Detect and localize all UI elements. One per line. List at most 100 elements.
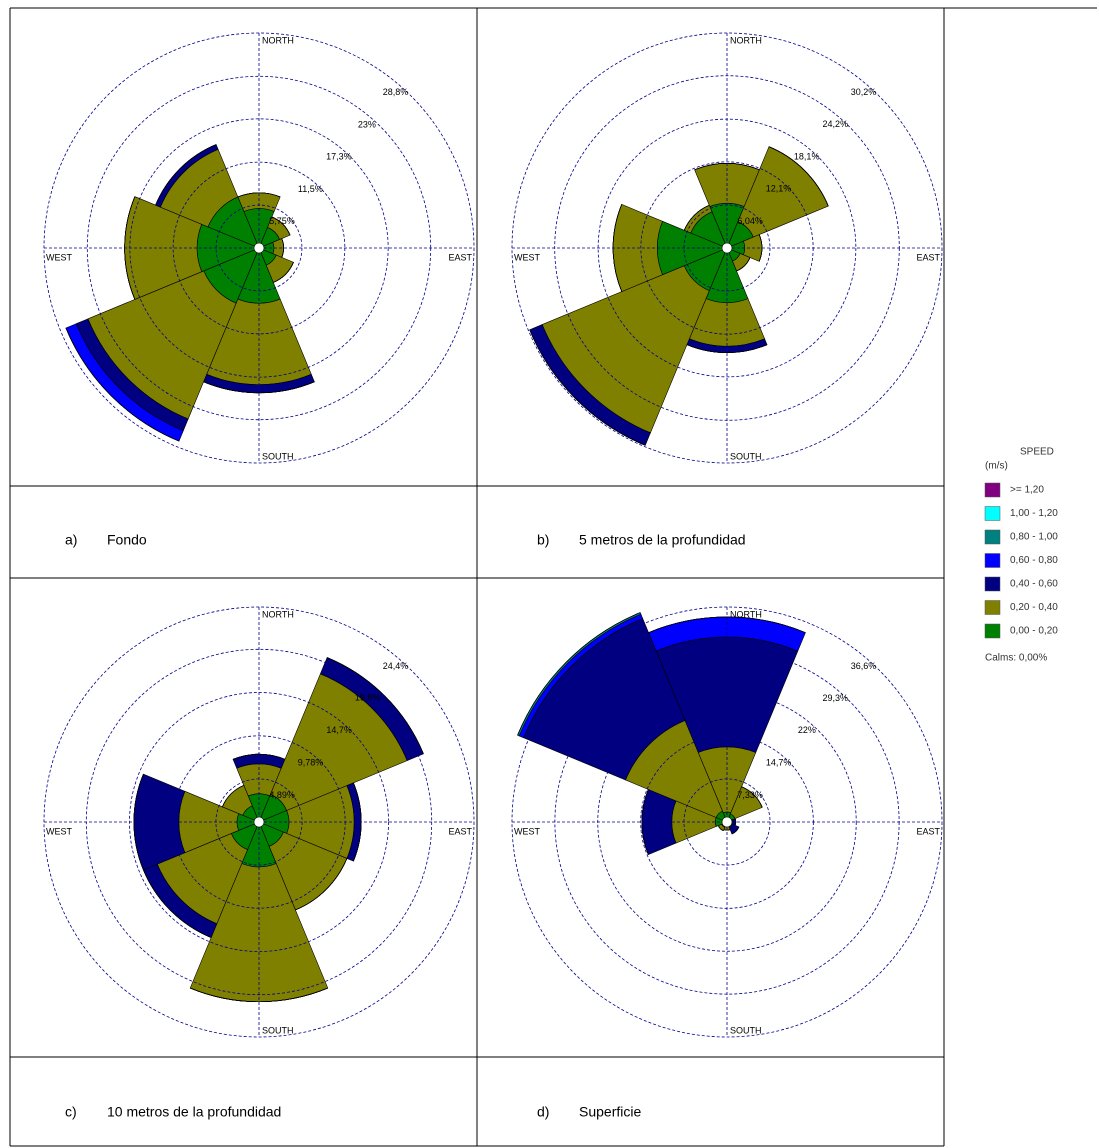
rose-segment: [353, 782, 362, 862]
legend-swatch: [984, 553, 1001, 568]
legend-swatch: [984, 529, 1001, 545]
grid-circle: [129, 118, 389, 378]
rose-segment: [683, 204, 710, 231]
caption-label: a): [65, 532, 77, 548]
rose-segment: [731, 826, 740, 835]
direction-label: EAST: [916, 252, 940, 262]
legend-label: 0,80 - 1,00: [1010, 532, 1058, 543]
grid-circle: [554, 75, 900, 421]
r-tick-label: 19,6%: [355, 693, 381, 703]
r-tick-label: 36,6%: [851, 661, 877, 671]
direction-label: NORTH: [730, 35, 762, 45]
center-hole: [721, 816, 733, 828]
grid-circle: [683, 778, 771, 866]
grid-circle: [43, 32, 475, 464]
direction-label: NORTH: [262, 35, 294, 45]
r-tick-label: 22%: [798, 725, 816, 735]
center-hole: [253, 816, 265, 828]
caption-title: Superficie: [579, 1104, 641, 1120]
rose-segment: [271, 216, 291, 236]
rose-segment: [517, 612, 641, 736]
grid-circle: [172, 161, 346, 335]
legend-unit: (m/s): [985, 461, 1008, 472]
rose-segment: [222, 785, 244, 807]
r-tick-label: 17,3%: [326, 151, 352, 161]
r-tick-label: 11,5%: [298, 184, 323, 194]
direction-label: WEST: [514, 252, 541, 262]
center-hole: [721, 242, 733, 254]
center-hole: [253, 242, 265, 254]
r-tick-label: 7,33%: [737, 790, 763, 800]
r-tick-label: 6,04%: [737, 216, 763, 226]
r-tick-label: 9,78%: [298, 758, 324, 768]
rose-segment: [327, 657, 424, 754]
grid-circle: [511, 32, 943, 464]
direction-label: EAST: [448, 252, 472, 262]
direction-label: WEST: [514, 826, 541, 836]
r-tick-label: 23%: [358, 119, 376, 129]
legend-swatch: [984, 482, 1001, 498]
grid-circle: [597, 692, 857, 952]
rose-segment: [541, 265, 710, 434]
grid-circle: [43, 606, 475, 1038]
caption-title: Fondo: [107, 532, 147, 548]
grid-circle: [172, 735, 346, 909]
legend-label: 0,60 - 0,80: [1010, 555, 1058, 566]
legend-swatch: [984, 576, 1001, 592]
grid-circle: [215, 778, 303, 866]
r-tick-label: 4,89%: [269, 790, 295, 800]
direction-label: EAST: [916, 826, 940, 836]
direction-label: SOUTH: [730, 1025, 762, 1035]
grid-circle: [597, 118, 857, 378]
legend-swatch: [984, 600, 1001, 615]
caption-label: c): [65, 1104, 77, 1120]
legend-label: 0,00 - 0,20: [1010, 626, 1058, 637]
direction-label: WEST: [46, 826, 73, 836]
rose-segment: [155, 144, 217, 206]
direction-label: NORTH: [730, 609, 762, 619]
r-tick-label: 24,2%: [823, 119, 849, 129]
r-tick-label: 30,2%: [851, 87, 877, 97]
direction-label: NORTH: [262, 609, 294, 619]
r-tick-label: 18,1%: [794, 152, 820, 162]
caption-label: b): [537, 532, 549, 548]
r-tick-label: 5,75%: [269, 216, 295, 226]
direction-label: SOUTH: [262, 1025, 294, 1035]
rose-segment: [768, 146, 829, 207]
r-tick-label: 29,3%: [822, 693, 848, 703]
rose-segment: [87, 270, 237, 420]
table-grid: [9, 7, 1097, 1147]
r-tick-label: 28,8%: [383, 87, 409, 97]
legend-label: 1,00 - 1,20: [1010, 508, 1058, 519]
legend-swatch: [984, 506, 1001, 521]
grid-circle: [640, 161, 814, 335]
caption-title: 5 metros de la profundidad: [579, 532, 746, 548]
grid-circle: [554, 649, 900, 995]
r-tick-label: 24,4%: [383, 661, 409, 671]
legend-title: SPEED: [1020, 447, 1054, 458]
rose-segment: [648, 616, 806, 633]
legend-label: >= 1,20: [1010, 485, 1044, 496]
grid-circle: [683, 204, 771, 292]
r-tick-label: 14,7%: [766, 757, 792, 767]
grid-circle: [511, 606, 943, 1038]
grid-circle: [640, 735, 814, 909]
legend-label: 0,20 - 0,40: [1010, 602, 1058, 613]
grid-circle: [215, 204, 303, 292]
direction-label: SOUTH: [262, 451, 294, 461]
caption-title: 10 metros de la profundidad: [107, 1104, 281, 1120]
direction-label: WEST: [46, 252, 73, 262]
r-tick-label: 12,1%: [766, 184, 792, 194]
grid-circle: [129, 692, 389, 952]
grid-circle: [85, 648, 433, 996]
legend-calms: Calms: 0,00%: [985, 653, 1047, 664]
r-tick-label: 14,7%: [326, 725, 352, 735]
legend-swatch: [984, 623, 1001, 639]
grid-circle: [86, 75, 432, 421]
direction-label: EAST: [448, 826, 472, 836]
direction-label: SOUTH: [730, 451, 762, 461]
caption-label: d): [537, 1104, 549, 1120]
legend-label: 0,40 - 0,60: [1010, 579, 1058, 590]
rose-segment: [612, 204, 623, 292]
